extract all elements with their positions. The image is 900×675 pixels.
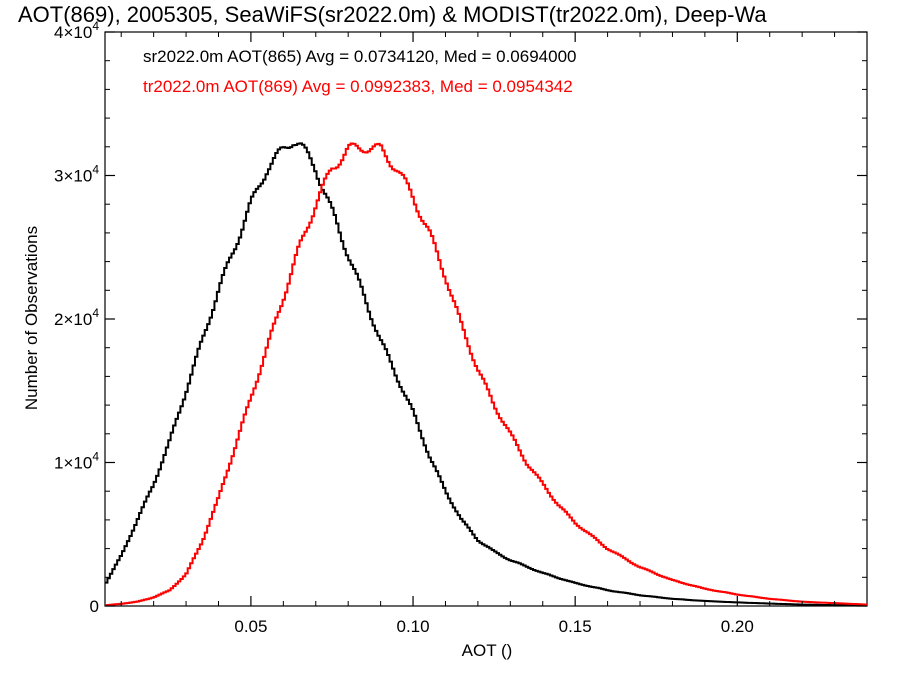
legend: sr2022.0m AOT(865) Avg = 0.0734120, Med … (143, 47, 577, 96)
x-axis-label: AOT () (462, 641, 513, 660)
x-tick-label-1: 0.10 (396, 617, 429, 636)
x-axis: 0.05 0.10 0.15 0.20 (120, 32, 836, 636)
legend-entry-tr2022: tr2022.0m AOT(869) Avg = 0.0992383, Med … (143, 77, 573, 96)
series-lines (105, 142, 868, 607)
chart-title: AOT(869), 2005305, SeaWiFS(sr2022.0m) & … (18, 2, 767, 27)
x-tick-label-2: 0.15 (559, 617, 592, 636)
y-tick-label-4: 4×104 (54, 19, 99, 42)
plot-frame (104, 31, 868, 607)
y-axis-label: Number of Observations (22, 226, 41, 410)
legend-entry-sr2022: sr2022.0m AOT(865) Avg = 0.0734120, Med … (143, 47, 577, 66)
y-axis: 0 1×104 2×104 3×104 4×104 (54, 19, 867, 616)
x-tick-label-3: 0.20 (721, 617, 754, 636)
plot-area: 0.05 0.10 0.15 0.20 0 1×104 2×104 3×104 4×104 (54, 19, 868, 636)
x-tick-label-0: 0.05 (234, 617, 267, 636)
series-line-1 (105, 142, 868, 607)
series-line-0 (105, 142, 868, 607)
y-tick-label-2: 2×104 (54, 306, 99, 329)
y-tick-label-0: 0 (90, 597, 99, 616)
y-tick-label-3: 3×104 (54, 163, 99, 186)
y-tick-label-1: 1×104 (54, 450, 99, 473)
